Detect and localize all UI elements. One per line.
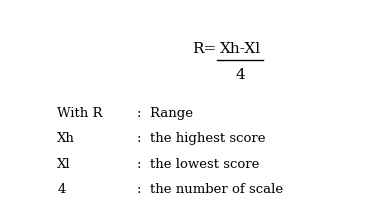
Text: 4: 4: [57, 183, 66, 196]
Text: Xh-Xl: Xh-Xl: [220, 42, 261, 55]
Text: 4: 4: [235, 68, 245, 82]
Text: Xh: Xh: [57, 132, 75, 145]
Text: With R: With R: [57, 107, 102, 120]
Text: :  the highest score: : the highest score: [137, 132, 265, 145]
Text: R=: R=: [192, 42, 216, 55]
Text: Xl: Xl: [57, 158, 71, 171]
Text: :  the lowest score: : the lowest score: [137, 158, 259, 171]
Text: :  Range: : Range: [137, 107, 193, 120]
Text: :  the number of scale: : the number of scale: [137, 183, 283, 196]
